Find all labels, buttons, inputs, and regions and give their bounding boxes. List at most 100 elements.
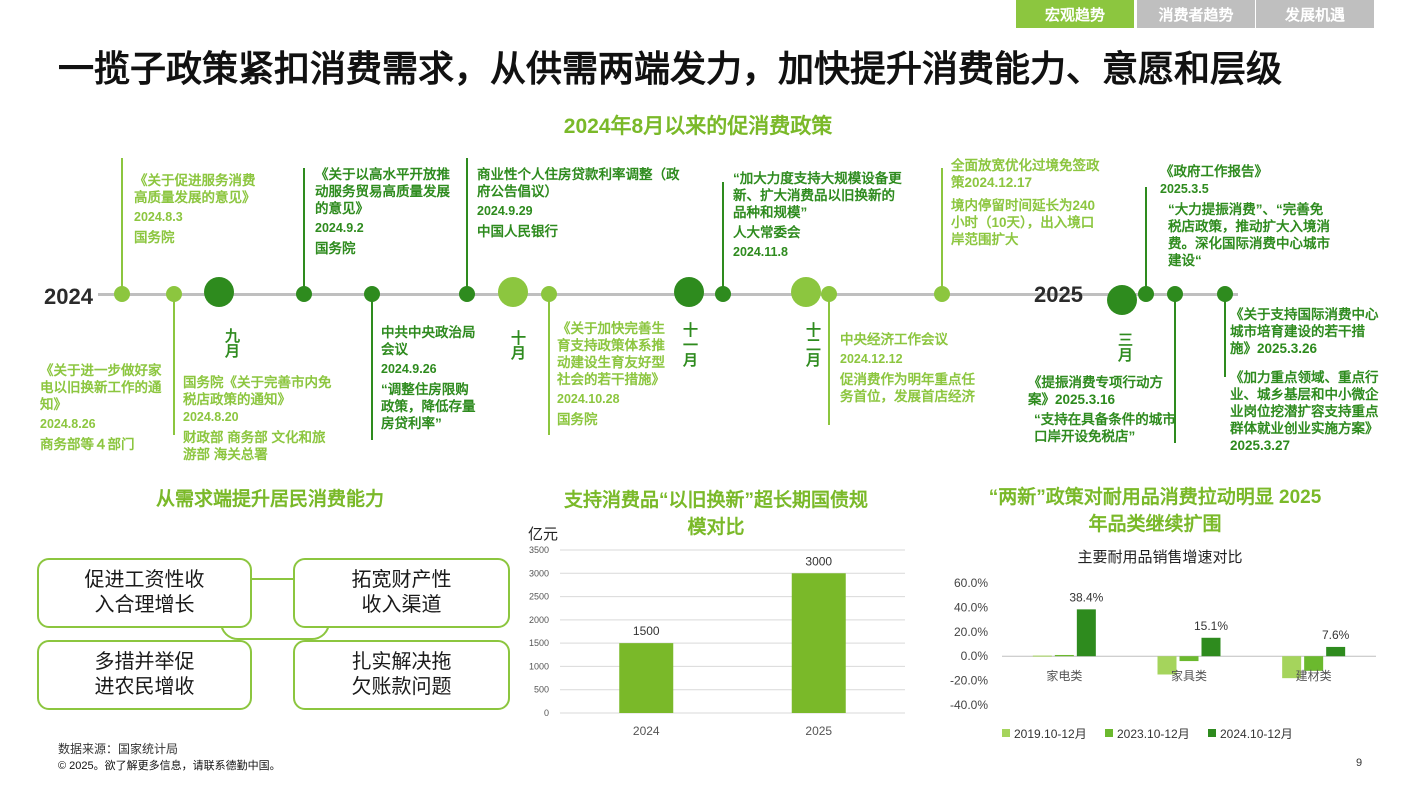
bar xyxy=(791,573,846,713)
event-org: 财政部 商务部 文化和旅游部 海关总署 xyxy=(183,430,326,462)
legend-label: 2019.10-12月 xyxy=(1014,727,1087,741)
bar xyxy=(1326,646,1346,657)
event-title: 《关于进一步做好家电以旧换新工作的通知》 xyxy=(40,363,162,412)
data-label: 15.1% xyxy=(1194,619,1228,633)
data-source: 数据来源：国家统计局 xyxy=(58,742,179,756)
durables-bar-chart: 60.0% 40.0% 20.0% 0.0% -20.0% -40.0% 38.4% 家电类 1… xyxy=(950,576,1376,741)
timeline-dot xyxy=(459,286,475,302)
legend-swatch xyxy=(1208,729,1216,737)
timeline-year-end: 2025 xyxy=(1034,282,1083,307)
event-date: 2025.3.5 xyxy=(1160,182,1209,196)
page-number: 9 xyxy=(1356,757,1363,769)
timeline-dot xyxy=(821,286,837,302)
event-org: 中国人民银行 xyxy=(477,224,558,239)
event-title: “加大力度支持大规模设备更新、扩大消费品以旧换新的品种和规模” xyxy=(733,171,902,220)
event-org: 国务院 xyxy=(557,412,598,427)
policy-event: 《提振消费专项行动方案》2025.3.16 “支持在具备条件的城市口岸开设免税店… xyxy=(1028,374,1176,445)
x-tick-label: 家具类 xyxy=(1171,668,1207,683)
timeline-connector xyxy=(1224,295,1226,377)
month-label: 三月 xyxy=(1116,332,1133,362)
demand-box: 拓宽财产性收入渠道 xyxy=(293,558,510,628)
event-title: 《政府工作报告》 xyxy=(1160,164,1268,179)
event-date: 2024.9.2 xyxy=(315,221,364,235)
event-title: 《关于支持国际消费中心城市培育建设的若干措施》2025.3.26 xyxy=(1230,307,1379,356)
tab-opportunities[interactable]: 发展机遇 xyxy=(1256,0,1374,28)
durables-chart-title: 主要耐用品销售增速对比 xyxy=(1077,549,1243,566)
y-tick-label: 60.0% xyxy=(954,576,988,590)
timeline-dot xyxy=(541,286,557,302)
event-note: 《加力重点领域、重点行业、城乡基层和中小微企业岗位挖潜扩容支持重点群体就业创业实… xyxy=(1230,370,1379,453)
y-tick-label: 1000 xyxy=(529,661,549,671)
tab-consumer-trend[interactable]: 消费者趋势 xyxy=(1137,0,1255,28)
timeline-connector xyxy=(828,295,830,425)
page-title: 一揽子政策紧扣消费需求，从供需两端发力，加快提升消费能力、意愿和层级 xyxy=(58,48,1283,89)
timeline-dot xyxy=(1217,286,1233,302)
policy-event: 《关于支持国际消费中心城市培育建设的若干措施》2025.3.26 《加力重点领域… xyxy=(1230,306,1382,454)
legend-label: 2024.10-12月 xyxy=(1220,727,1293,741)
demand-title: 从需求端提升居民消费能力 xyxy=(155,489,384,510)
bar xyxy=(1157,656,1177,675)
timeline-dot xyxy=(166,286,182,302)
y-tick-label: 20.0% xyxy=(954,625,988,639)
bar xyxy=(1201,637,1221,657)
tab-macro-trend[interactable]: 宏观趋势 xyxy=(1016,0,1134,28)
data-label: 7.6% xyxy=(1322,628,1350,642)
demand-box: 促进工资性收入合理增长 xyxy=(37,558,252,628)
y-tick-label: -40.0% xyxy=(950,698,988,712)
y-tick-label: 1500 xyxy=(529,638,549,648)
y-tick-label: 0.0% xyxy=(961,649,989,663)
policy-event: 商业性个人住房贷款利率调整（政府公告倡议） 2024.9.29 中国人民银行 xyxy=(477,166,682,240)
y-tick-label: 2000 xyxy=(529,615,549,625)
policy-event: 国务院《关于完善市内免税店政策的通知》 2024.8.20 财政部 商务部 文化… xyxy=(183,374,338,463)
month-marker-dot xyxy=(674,277,704,307)
timeline-connector xyxy=(121,158,123,294)
event-note: “大力提振消费”、“完善免税店政策，推动扩大入境消费。深化国际消费中心城市建设“ xyxy=(1168,202,1330,268)
bar xyxy=(1054,654,1074,657)
event-date: 2024.8.20 xyxy=(183,410,239,424)
bar xyxy=(1304,656,1324,671)
event-org: 人大常委会 xyxy=(733,225,801,240)
event-note: 境内停留时间延长为240小时（10天），出入境口岸范围扩大 xyxy=(951,198,1096,247)
timeline-connector xyxy=(466,158,468,294)
timeline-dot xyxy=(114,286,130,302)
demand-box: 多措并举促进农民增收 xyxy=(37,640,252,710)
event-title: 中共中央政治局会议 xyxy=(381,325,476,357)
policy-event: 《关于进一步做好家电以旧换新工作的通知》 2024.8.26 商务部等４部门 xyxy=(40,362,172,453)
event-note: “支持在具备条件的城市口岸开设免税店” xyxy=(1034,412,1176,444)
copyright: © 2025。欲了解更多信息，请联系德勤中国。 xyxy=(58,760,281,772)
timeline-axis xyxy=(98,293,1238,296)
legend-swatch xyxy=(1105,729,1113,737)
y-tick-label: 3000 xyxy=(529,568,549,578)
data-label: 38.4% xyxy=(1069,590,1103,604)
durables-title: “两新”政策对耐用品消费拉动明显 2025年品类继续扩围 xyxy=(988,487,1322,535)
month-label: 十二月 xyxy=(804,322,821,367)
bond-title: 支持消费品“以旧换新”超长期国债规模对比 xyxy=(563,490,868,538)
timeline-connector xyxy=(941,168,943,294)
x-tick-label: 2024 xyxy=(633,724,660,738)
legend-label: 2023.10-12月 xyxy=(1117,727,1190,741)
timeline-connector xyxy=(548,295,550,435)
data-label: 1500 xyxy=(633,624,660,638)
event-title: 《关于以高水平开放推动服务贸易高质量发展的意见》 xyxy=(315,167,450,216)
event-date: 2024.9.26 xyxy=(381,362,437,376)
bar xyxy=(1282,656,1302,679)
event-title: 国务院《关于完善市内免税店政策的通知》 xyxy=(183,375,332,407)
month-label: 十一月 xyxy=(681,322,698,367)
y-tick-label: 500 xyxy=(534,685,549,695)
x-tick-label: 建材类 xyxy=(1296,669,1332,683)
timeline-connector xyxy=(722,182,724,294)
event-title: 中央经济工作会议 xyxy=(840,332,948,347)
demand-box: 扎实解决拖欠账款问题 xyxy=(293,640,510,710)
month-marker-dot xyxy=(791,277,821,307)
event-title: 全面放宽优化过境免签政策2024.12.17 xyxy=(951,158,1100,190)
y-axis-unit: 亿元 xyxy=(528,526,558,543)
event-note: 促消费作为明年重点任务首位，发展首店经济 xyxy=(840,372,975,404)
policy-event: 中央经济工作会议 2024.12.12 促消费作为明年重点任务首位，发展首店经济 xyxy=(840,331,985,405)
timeline-dot xyxy=(934,286,950,302)
policy-event: 《关于以高水平开放推动服务贸易高质量发展的意见》 2024.9.2 国务院 xyxy=(315,166,460,257)
policy-event: “加大力度支持大规模设备更新、扩大消费品以旧换新的品种和规模” 人大常委会 20… xyxy=(733,170,903,261)
bar xyxy=(1032,655,1052,657)
policy-event: 中共中央政治局会议 2024.9.26 “调整住房限购政策，降低存量房贷利率” xyxy=(381,324,481,432)
event-note: “调整住房限购政策，降低存量房贷利率” xyxy=(381,382,476,431)
policy-event: 《关于促进服务消费高质量发展的意见》 2024.8.3 国务院 xyxy=(134,172,258,246)
